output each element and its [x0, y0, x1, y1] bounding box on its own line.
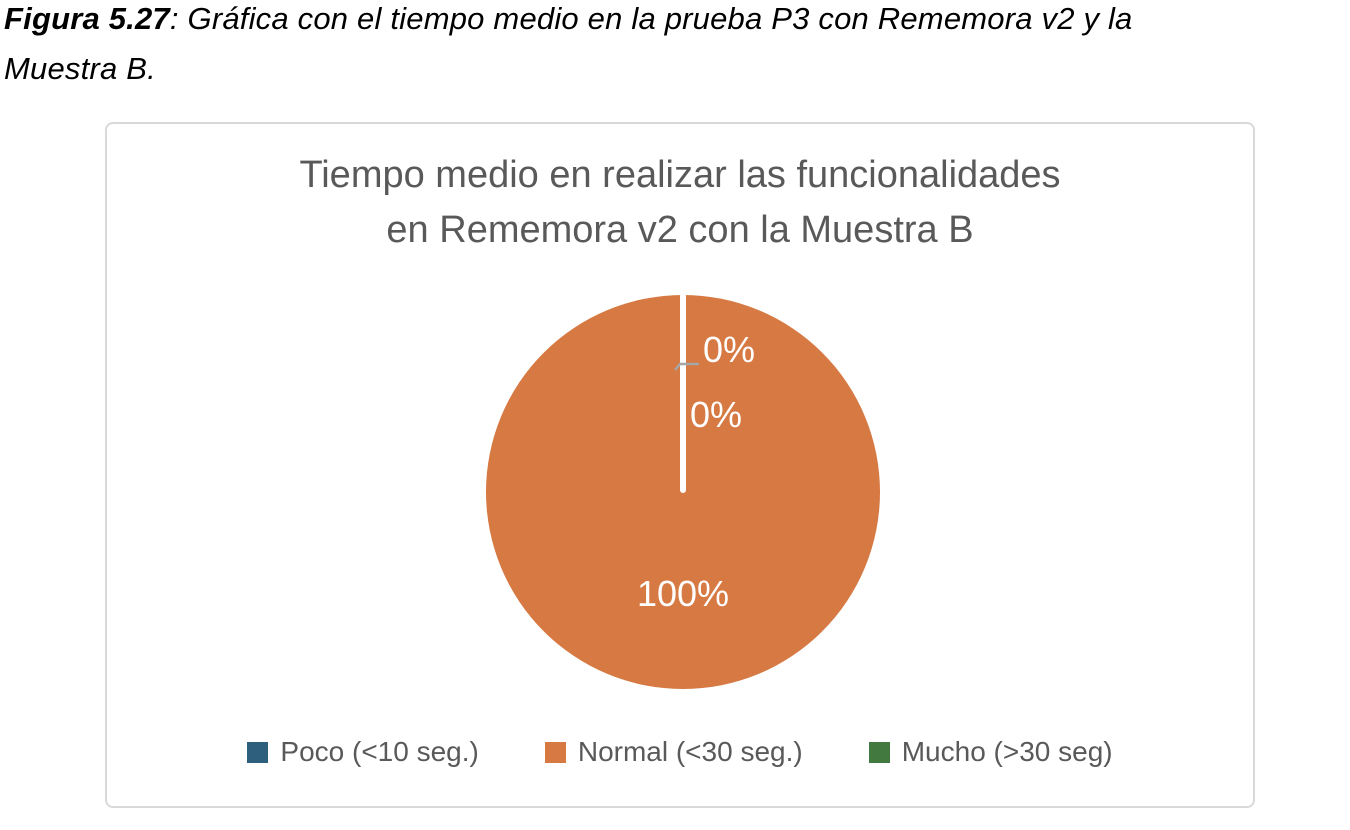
data-label-mucho: 0%	[690, 394, 742, 435]
legend-swatch-poco	[247, 741, 269, 763]
figure-caption: Figura 5.27: Gráfica con el tiempo medio…	[4, 0, 1133, 94]
chart-frame: Tiempo medio en realizar las funcionalid…	[105, 122, 1255, 808]
pie-chart: 0% 0% 100%	[486, 294, 880, 689]
chart-title-line1: Tiempo medio en realizar las funcionalid…	[299, 154, 1061, 196]
label-leader-line	[674, 362, 699, 371]
chart-title: Tiempo medio en realizar las funcionalid…	[107, 148, 1253, 258]
data-label-poco: 0%	[703, 329, 755, 370]
legend-item-poco: Poco (<10 seg.)	[247, 736, 479, 768]
legend-item-normal: Normal (<30 seg.)	[544, 736, 803, 768]
figure-caption-text: : Gráfica con el tiempo medio en la prue…	[169, 1, 1133, 36]
data-label-normal: 100%	[637, 573, 729, 614]
figure-caption-label: Figura 5.27	[4, 1, 170, 36]
figure-caption-line2: Muestra B.	[4, 51, 156, 86]
chart-title-line2: en Rememora v2 con la Muestra B	[386, 209, 974, 251]
legend-swatch-mucho	[868, 741, 890, 763]
legend-swatch-normal	[544, 741, 566, 763]
legend-item-mucho: Mucho (>30 seg)	[868, 736, 1113, 768]
chart-legend: Poco (<10 seg.) Normal (<30 seg.) Mucho …	[107, 736, 1253, 768]
legend-label-normal: Normal (<30 seg.)	[577, 736, 803, 767]
legend-label-mucho: Mucho (>30 seg)	[901, 736, 1113, 767]
legend-label-poco: Poco (<10 seg.)	[280, 736, 479, 767]
